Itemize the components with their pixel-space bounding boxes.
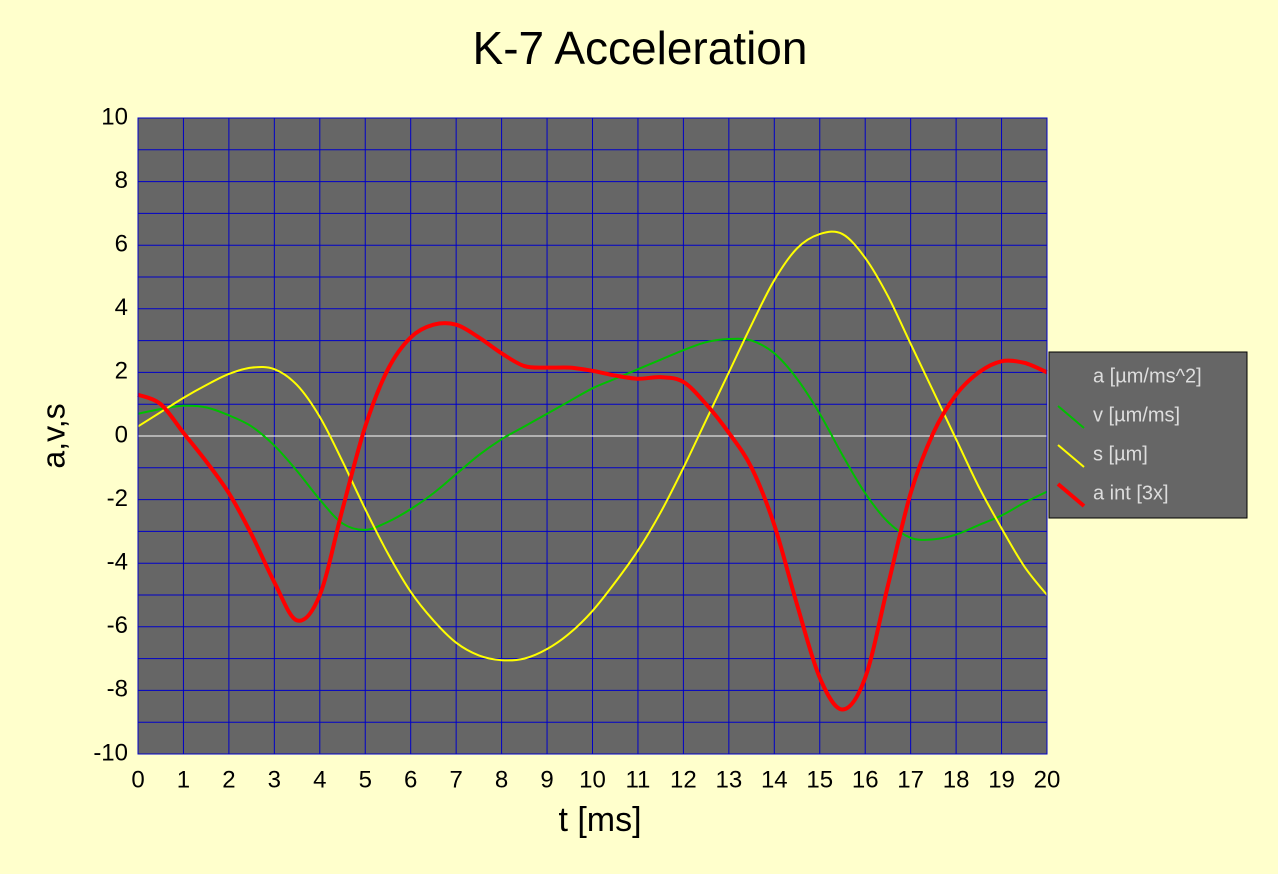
plot-frame — [137, 117, 1048, 755]
x-tick-label: 9 — [540, 766, 553, 793]
legend-swatch — [1057, 366, 1085, 390]
x-tick-label: 5 — [359, 766, 372, 793]
y-tick-label: -8 — [107, 676, 128, 703]
x-tick-label: 10 — [579, 766, 606, 793]
legend-label: s [µm] — [1093, 443, 1148, 465]
y-axis-label: a,v,s — [35, 403, 71, 468]
legend-box — [1048, 351, 1248, 519]
x-tick-label: 7 — [449, 766, 462, 793]
y-tick-label: 0 — [115, 421, 128, 448]
y-tick-label: 8 — [115, 167, 128, 194]
legend-label: v [µm/ms] — [1093, 404, 1180, 426]
y-tick-label: -6 — [107, 612, 128, 639]
legend-swatch — [1057, 405, 1085, 429]
legend-swatch — [1057, 444, 1085, 468]
x-tick-label: 16 — [852, 766, 879, 793]
y-tick-label: 10 — [101, 103, 128, 130]
x-tick-label: 6 — [404, 766, 417, 793]
x-tick-label: 1 — [177, 766, 190, 793]
x-tick-label: 18 — [943, 766, 970, 793]
y-tick-label: -4 — [107, 549, 128, 576]
y-tick-label: 4 — [115, 294, 128, 321]
y-tick-label: -10 — [93, 739, 128, 766]
legend-label: a [µm/ms^2] — [1093, 365, 1202, 387]
x-tick-label: 17 — [897, 766, 924, 793]
x-tick-label: 20 — [1034, 766, 1061, 793]
x-tick-label: 3 — [268, 766, 281, 793]
legend: a [µm/ms^2] v [µm/ms] s [µm] a int [3x] — [1048, 351, 1248, 519]
y-tick-label: -2 — [107, 485, 128, 512]
x-tick-label: 19 — [988, 766, 1015, 793]
x-tick-label: 12 — [670, 766, 697, 793]
legend-label: a int [3x] — [1093, 482, 1169, 504]
y-tick-label: 2 — [115, 358, 128, 385]
x-tick-label: 13 — [715, 766, 742, 793]
x-tick-label: 0 — [131, 766, 144, 793]
series-line — [137, 337, 1048, 541]
x-tick-label: 11 — [625, 766, 650, 793]
series-line — [137, 230, 1048, 662]
x-tick-label: 4 — [313, 766, 326, 793]
x-axis-label: t [ms] — [558, 801, 641, 839]
x-tick-label: 8 — [495, 766, 508, 793]
series-line — [137, 321, 1048, 712]
y-tick-label: 6 — [115, 231, 128, 258]
legend-swatch — [1056, 482, 1086, 508]
chart-title: K-7 Acceleration — [473, 22, 808, 74]
x-tick-label: 2 — [222, 766, 235, 793]
x-tick-label: 14 — [761, 766, 788, 793]
x-tick-label: 15 — [806, 766, 833, 793]
